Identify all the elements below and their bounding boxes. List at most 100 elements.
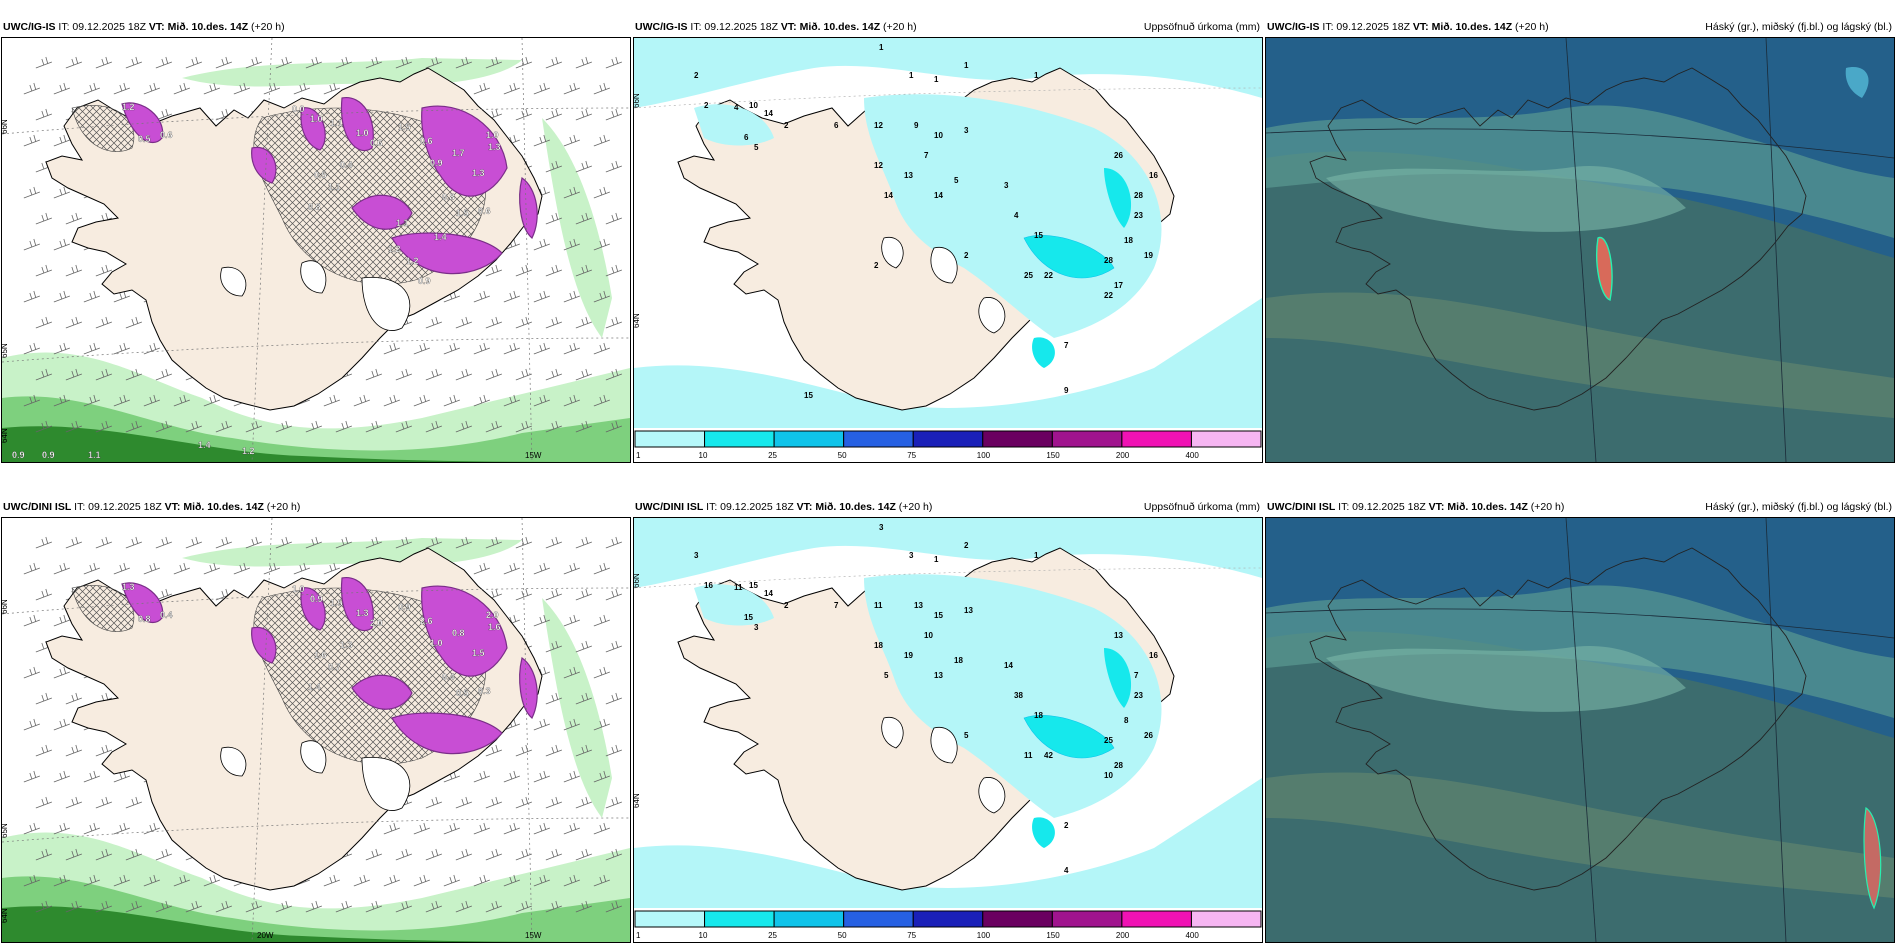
wind-barb xyxy=(35,536,52,549)
wind-barb xyxy=(563,822,580,835)
wind-barb xyxy=(35,900,52,913)
longitude-label: 15W xyxy=(525,931,542,940)
precip-value: 11 xyxy=(874,601,883,610)
legend: 1 10 25 50 75 100 150 200 400 xyxy=(634,430,1262,460)
wind-barb xyxy=(113,342,130,355)
wind-barb xyxy=(605,692,622,705)
precip-value: 14 xyxy=(764,109,773,118)
value-label: 1.2 xyxy=(406,256,419,266)
wind-barb xyxy=(143,82,160,95)
wind-barb xyxy=(593,822,610,835)
wind-barb xyxy=(23,562,40,575)
map-frame[interactable]: 66N 64N 2 1 1 1 1 1 2 10 14 4 6 5 2 6 12 9 10 3 7 12 13 5 14 14 3 4… xyxy=(633,37,1263,463)
legend-swatch xyxy=(982,430,1053,448)
wind-barb xyxy=(35,212,52,225)
wind-barb xyxy=(353,394,370,407)
magenta-area xyxy=(121,582,164,624)
wind-barb xyxy=(263,82,280,95)
value-label: 2.0 xyxy=(486,610,499,620)
glacier xyxy=(930,726,958,764)
wind-barb xyxy=(533,562,550,575)
panel-wind-dini: UWC/DINI ISL IT: 09.12.2025 18Z VT: Mið.… xyxy=(1,497,631,943)
value-label: 1.1 xyxy=(330,118,343,128)
panel-header: UWC/IG-IS IT: 09.12.2025 18Z VT: Mið. 10… xyxy=(1,17,631,37)
wind-barb xyxy=(563,82,580,95)
wind-barb xyxy=(443,394,460,407)
map-frame[interactable]: 66N 65N 64N 20W 15W 1.3 0.4 0.8 1.0 0.9 1.5 1.3 2.0 1… xyxy=(1,517,631,943)
wind-barb xyxy=(53,82,70,95)
magenta-area xyxy=(351,194,413,230)
wind-barb xyxy=(35,692,52,705)
value-label: 0.6 xyxy=(420,136,433,146)
wind-barb xyxy=(575,160,592,173)
icing-hatch xyxy=(71,585,135,632)
wind-barb xyxy=(335,56,352,69)
legend-label: 400 xyxy=(1185,451,1199,460)
precip-value: 9 xyxy=(1064,386,1069,395)
wind-barb xyxy=(533,342,550,355)
latitude-label: 64N xyxy=(634,313,641,328)
wind-barb xyxy=(455,368,472,381)
model-source: UWC/DINI ISL xyxy=(635,501,704,513)
lead-time: (+20 h) xyxy=(1515,21,1549,33)
latitude-line xyxy=(2,337,630,363)
wind-barb xyxy=(95,420,112,433)
map-frame[interactable]: 66N 65N 64N 15W 1.2 0.6 0.5 0.0 1.0 1.1 1.0 0.6 0.5 1… xyxy=(1,37,631,463)
precip-value: 2 xyxy=(964,251,969,260)
longitude-label: 15W xyxy=(525,451,542,460)
value-label: 1.1 xyxy=(88,450,101,460)
wind-barb xyxy=(23,134,40,147)
wind-barb xyxy=(425,848,442,861)
graticule xyxy=(2,38,630,462)
wind-barb xyxy=(605,160,622,173)
wind-barb xyxy=(425,56,442,69)
wind-barb xyxy=(533,238,550,251)
precip-value: 3 xyxy=(1004,181,1009,190)
legend-swatch xyxy=(982,910,1053,928)
cloud-highlight xyxy=(1596,237,1613,301)
wind-barb xyxy=(473,874,490,887)
value-label: 0.9 xyxy=(12,450,25,460)
wind-barb xyxy=(53,238,70,251)
value-label: 1.3 xyxy=(472,168,485,178)
value-label: 0.5 xyxy=(456,688,469,698)
wind-barb xyxy=(455,536,472,549)
init-time: IT: 09.12.2025 18Z xyxy=(1338,501,1426,513)
wind-barb xyxy=(425,420,442,433)
wind-barb xyxy=(65,796,82,809)
cloud-highlight xyxy=(1863,806,1882,910)
glacier xyxy=(361,756,411,811)
valid-time: VT: Mið. 10.des. 14Z xyxy=(1428,501,1528,513)
wind-barb xyxy=(335,536,352,549)
wind-barb xyxy=(365,368,382,381)
map-frame[interactable] xyxy=(1265,517,1895,943)
wind-barb xyxy=(215,420,232,433)
magenta-area xyxy=(421,585,508,677)
magenta-area xyxy=(300,107,326,151)
map-frame[interactable] xyxy=(1265,37,1895,463)
wind-barb xyxy=(35,264,52,277)
precip-value: 4 xyxy=(1064,866,1069,875)
precip-value: 2 xyxy=(1064,821,1069,830)
wind-barb xyxy=(455,900,472,913)
legend-label: 50 xyxy=(838,451,847,460)
wind-barb xyxy=(593,874,610,887)
value-label: 0.5 xyxy=(138,134,151,144)
precip-value: 12 xyxy=(874,161,883,170)
wind-barb xyxy=(485,368,502,381)
map-frame[interactable]: 66N 64N 3 3 3 2 1 1 16 15 14 11 15 3 2 7 11 13 15 13 10 18 19 1… xyxy=(633,517,1263,943)
wind-barb xyxy=(203,394,220,407)
value-label: 1.7 xyxy=(452,148,465,158)
wind-barb xyxy=(203,562,220,575)
wind-barb xyxy=(395,420,412,433)
panel-header: UWC/DINI ISL IT: 09.12.2025 18Z VT: Mið.… xyxy=(633,497,1263,517)
wind-barb xyxy=(503,822,520,835)
latitude-line xyxy=(634,567,1262,589)
wind-barb xyxy=(185,536,202,549)
magenta-area xyxy=(391,232,503,275)
longitude-line xyxy=(521,38,533,462)
wind-barb xyxy=(245,56,262,69)
latitude-label: 66N xyxy=(634,573,641,588)
model-source: UWC/DINI ISL xyxy=(3,501,72,513)
